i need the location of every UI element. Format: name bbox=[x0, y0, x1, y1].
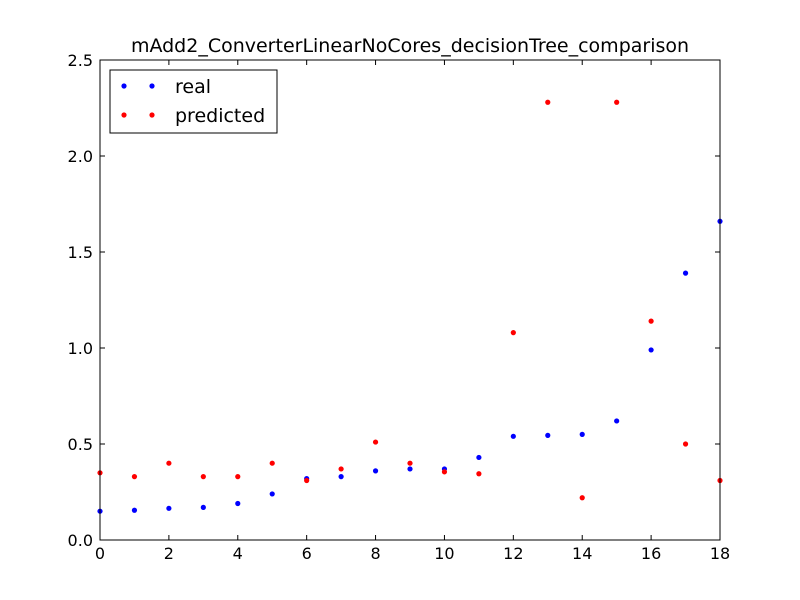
legend-marker bbox=[149, 83, 155, 89]
predicted-point bbox=[235, 474, 241, 480]
y-tick-label: 0.0 bbox=[68, 531, 93, 550]
series-predicted bbox=[97, 99, 723, 501]
y-tick-label: 1.0 bbox=[68, 339, 93, 358]
predicted-point bbox=[614, 99, 620, 105]
x-tick-label: 4 bbox=[233, 544, 243, 563]
x-tick-label: 12 bbox=[503, 544, 523, 563]
predicted-point bbox=[338, 466, 344, 472]
real-point bbox=[200, 504, 206, 510]
legend-marker bbox=[149, 112, 155, 118]
legend-marker bbox=[121, 83, 127, 89]
y-tick-label: 2.0 bbox=[68, 147, 93, 166]
real-point bbox=[545, 432, 551, 438]
legend: real predicted bbox=[109, 69, 278, 134]
legend-label: real bbox=[175, 76, 211, 98]
real-point bbox=[166, 505, 172, 511]
series-real bbox=[97, 218, 723, 514]
real-point bbox=[579, 431, 585, 437]
predicted-point bbox=[166, 460, 172, 466]
real-point bbox=[407, 466, 413, 472]
x-tick-label: 2 bbox=[164, 544, 174, 563]
predicted-point bbox=[131, 474, 138, 480]
x-tick-label: 10 bbox=[434, 544, 454, 563]
predicted-point bbox=[648, 318, 654, 324]
predicted-point bbox=[510, 330, 516, 336]
real-point bbox=[269, 491, 275, 497]
predicted-point bbox=[441, 469, 448, 475]
predicted-point bbox=[372, 439, 379, 445]
predicted-point bbox=[579, 495, 585, 501]
legend-box bbox=[109, 69, 278, 134]
predicted-point bbox=[545, 99, 551, 105]
plot-area bbox=[97, 99, 723, 514]
x-tick-label: 16 bbox=[641, 544, 661, 563]
real-point bbox=[131, 507, 138, 513]
plot-frame bbox=[99, 59, 721, 541]
x-tick-label: 14 bbox=[572, 544, 592, 563]
x-tick-label: 8 bbox=[370, 544, 380, 563]
real-point bbox=[614, 418, 620, 424]
x-tick-label: 6 bbox=[302, 544, 312, 563]
real-point bbox=[372, 468, 379, 474]
real-point bbox=[682, 270, 689, 276]
predicted-point bbox=[476, 471, 482, 477]
legend-marker bbox=[121, 112, 127, 118]
legend-label: predicted bbox=[175, 105, 265, 127]
predicted-point bbox=[269, 460, 275, 466]
real-point bbox=[648, 347, 654, 353]
predicted-point bbox=[407, 460, 413, 466]
predicted-point bbox=[200, 474, 206, 480]
x-tick-label: 18 bbox=[710, 544, 730, 563]
real-point bbox=[476, 454, 482, 461]
y-tick-label: 2.5 bbox=[68, 51, 93, 70]
x-tick-label: 0 bbox=[95, 544, 105, 563]
real-point bbox=[510, 433, 516, 439]
chart-title: mAdd2_ConverterLinearNoCores_decisionTre… bbox=[131, 35, 689, 57]
real-point bbox=[235, 500, 241, 507]
real-point bbox=[338, 474, 344, 480]
y-tick-label: 1.5 bbox=[68, 243, 93, 262]
predicted-point bbox=[304, 477, 310, 484]
predicted-point bbox=[682, 441, 689, 447]
y-tick-label: 0.5 bbox=[68, 435, 93, 454]
axes: 0 2 4 6 8 10 12 14 16 18 0.0 0.5 1.0 1.5 2.0 2.5 bbox=[68, 51, 731, 563]
